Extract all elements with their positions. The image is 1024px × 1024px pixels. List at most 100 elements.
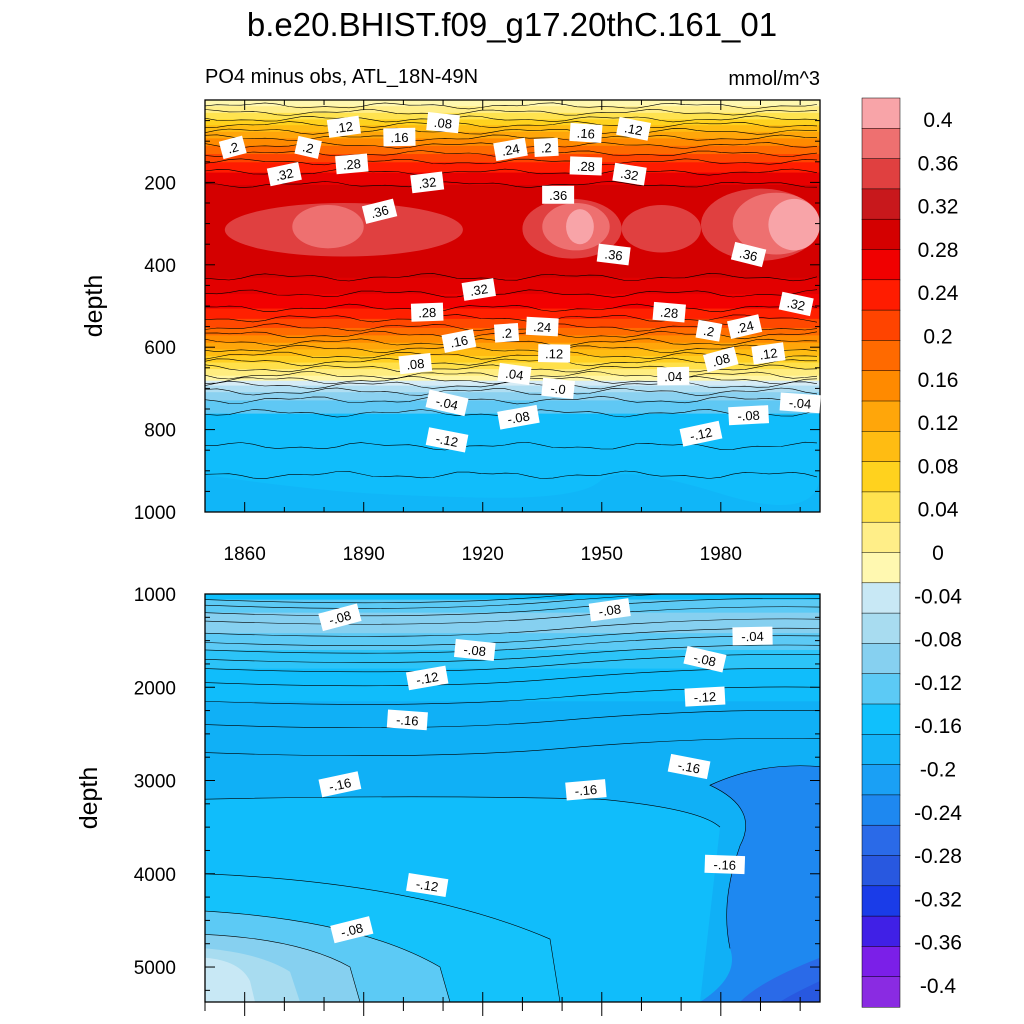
contour-label: -.08 [453, 638, 496, 661]
contour-label-text: .16 [449, 332, 470, 350]
contour-band [205, 380, 820, 386]
contour-line [205, 686, 820, 705]
contour-label: .28 [335, 153, 369, 175]
contour-label: .2 [533, 137, 559, 157]
contour-label: .04 [497, 362, 532, 386]
colorbar-box [861, 249, 901, 281]
contour-label: -.08 [497, 404, 540, 430]
contour-label-box [318, 603, 362, 632]
contour-line [205, 102, 818, 110]
contour-band [205, 318, 820, 328]
contour-band [292, 205, 364, 249]
contour-label-text: .08 [710, 350, 731, 369]
colorbar-box [861, 946, 901, 978]
contour-label: -.12 [679, 420, 723, 447]
colorbar-box [861, 976, 901, 1008]
contour-label-box [538, 344, 571, 363]
contour-label-box [294, 135, 322, 159]
colorbar-box [861, 97, 901, 129]
contour-label-text: .32 [469, 281, 489, 299]
contour-label-text: .28 [342, 156, 361, 173]
contour-label-text: .28 [577, 159, 596, 175]
contour-label-text: -.08 [463, 642, 487, 659]
y-tick-label: 600 [144, 338, 176, 359]
contour-label: -.08 [588, 598, 631, 622]
contour-label: .08 [426, 112, 460, 134]
contour-label: -.12 [405, 665, 449, 691]
contour-line [205, 134, 818, 142]
contour-band [205, 293, 820, 309]
colorbar-tick-label: 0.24 [918, 282, 959, 305]
colorbar-box [861, 734, 901, 766]
contour-label-text: .32 [274, 165, 295, 183]
contour-label-text: -.0 [550, 381, 567, 398]
contour-band [205, 112, 820, 120]
contour-label: .32 [612, 162, 647, 186]
contour-line [205, 934, 361, 1002]
y-tick-label: 4000 [134, 865, 176, 886]
contour-label-text: -.08 [737, 408, 760, 424]
contour-band [205, 100, 820, 107]
contour-label-text: .12 [758, 345, 778, 362]
contour-label-box [453, 638, 496, 661]
contour-label-text: .12 [623, 120, 644, 138]
contour-label-text: .2 [226, 139, 240, 156]
contour-label: -.16 [565, 779, 607, 801]
contour-label-text: .2 [540, 140, 552, 156]
colorbar-tick-label: -0.16 [914, 715, 962, 738]
contour-label-text: .2 [501, 325, 513, 341]
contour-label: .24 [525, 316, 559, 337]
contour-label-text: -.16 [396, 712, 419, 729]
colorbar-box [861, 552, 901, 584]
colorbar-tick-label: 0.32 [918, 196, 959, 219]
colorbar-box [861, 643, 901, 675]
contour-line [205, 470, 818, 480]
contour-line [205, 796, 721, 828]
contour-label-box [683, 646, 727, 673]
contour-line [205, 272, 818, 282]
contour-label: .2 [218, 135, 247, 160]
contour-label-text: .16 [390, 130, 408, 145]
contour-band [205, 308, 820, 319]
contour-label-box [542, 185, 575, 204]
contour-label-box [730, 241, 767, 268]
contour-label: .24 [726, 314, 763, 339]
contour-label-box [704, 854, 746, 875]
contour-label-text: .24 [734, 318, 755, 337]
contour-label-text: -.16 [713, 857, 736, 873]
contour-label-text: .32 [786, 295, 807, 313]
contour-label-box [695, 319, 723, 342]
contour-label-box [728, 405, 770, 426]
contour-label-text: .04 [504, 366, 524, 383]
contour-label-box [425, 389, 469, 417]
contour-label-box [779, 392, 821, 414]
contour-label-box [426, 112, 460, 134]
contour-label: -.08 [683, 646, 727, 673]
contour-label-box [751, 342, 786, 365]
contour-label: .32 [266, 162, 302, 187]
colorbar-tick-label: 0.04 [918, 499, 959, 522]
contour-label-text: .2 [301, 139, 315, 156]
contour-label-box [335, 153, 369, 175]
colorbar-tick-label: -0.36 [914, 932, 962, 955]
y-tick-label: 1000 [134, 585, 176, 606]
contour-label-box [383, 127, 416, 147]
contour-label-box [703, 346, 739, 373]
contour-label-text: -.04 [434, 393, 459, 413]
contour-band [205, 472, 820, 512]
contour-band [205, 594, 820, 601]
contour-label-box [541, 377, 575, 400]
contour-label-text: -.08 [692, 650, 717, 670]
colorbar-tick-label: 0.12 [918, 412, 959, 435]
contour-label-text: .08 [406, 356, 426, 373]
contour-label-text: .16 [576, 125, 595, 141]
contour-band [205, 172, 820, 185]
contour-label-box [361, 198, 398, 224]
contour-label: -.12 [406, 872, 449, 897]
contour-label-box [612, 162, 647, 186]
contour-label-text: .24 [533, 319, 552, 335]
contour-label-box [616, 116, 651, 141]
contour-label: .12 [616, 116, 651, 141]
contour-label-box [425, 427, 469, 453]
contour-band [205, 131, 820, 139]
